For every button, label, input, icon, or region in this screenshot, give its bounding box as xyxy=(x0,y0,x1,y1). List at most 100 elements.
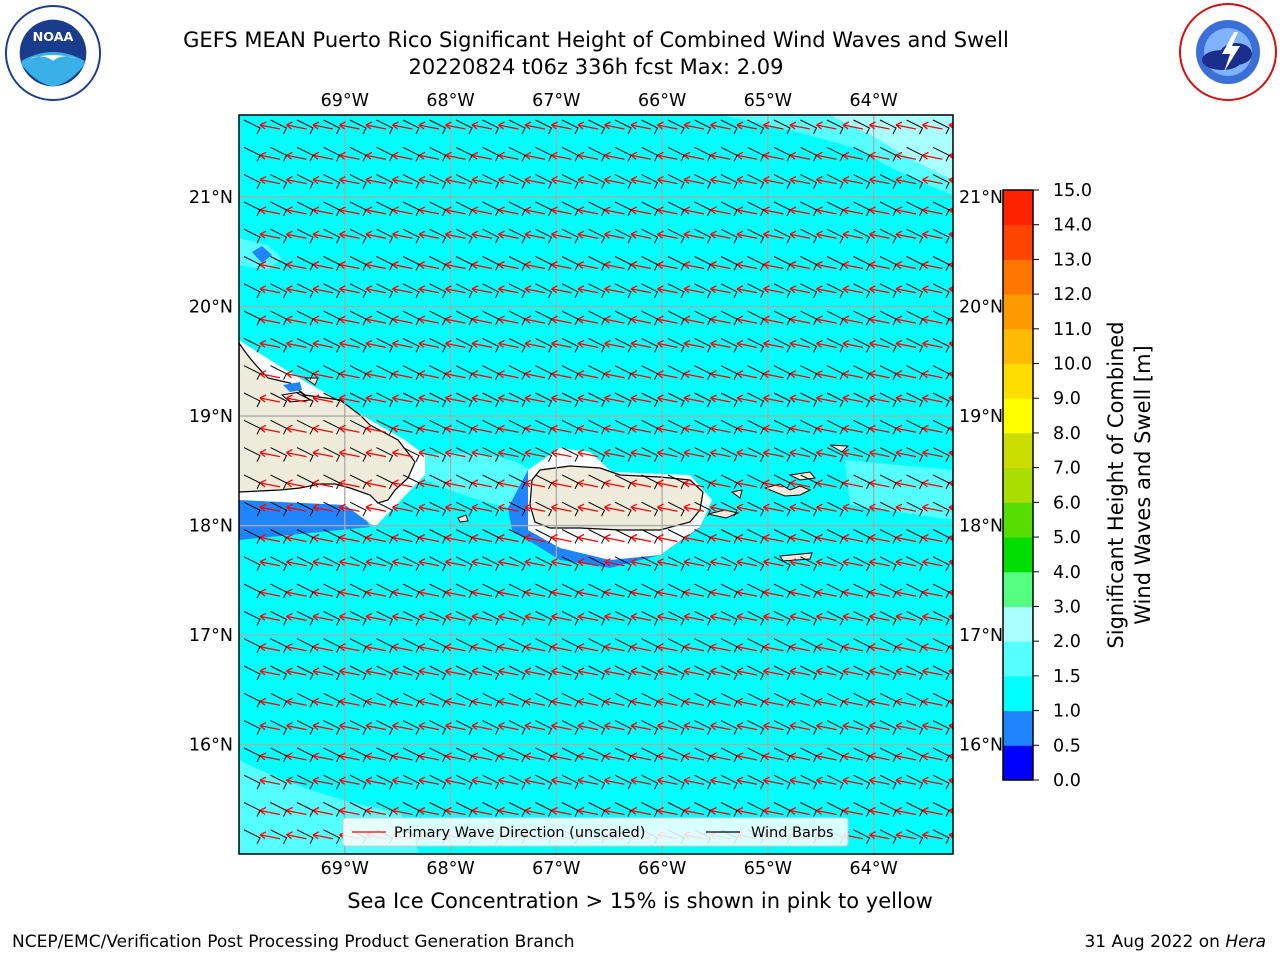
wind-barb xyxy=(667,583,685,599)
wave-arrow xyxy=(683,482,705,488)
wind-barb xyxy=(402,692,420,708)
wave-arrowhead xyxy=(604,643,611,652)
wave-arrowhead xyxy=(683,151,691,160)
wind-barb xyxy=(402,720,420,735)
wind-barb xyxy=(588,720,606,735)
wave-arrow xyxy=(524,506,546,512)
wave-arrowhead xyxy=(445,643,452,652)
wave-arrow xyxy=(259,263,281,270)
wave-arrowhead xyxy=(498,612,505,621)
wind-barb xyxy=(376,529,394,544)
wave-arrow xyxy=(630,670,652,676)
wave-arrow xyxy=(551,536,572,543)
wave-arrow xyxy=(710,427,731,433)
wave-arrow xyxy=(577,506,599,512)
wave-arrowhead xyxy=(577,151,585,160)
wave-arrow xyxy=(551,809,572,816)
wave-arrowhead xyxy=(418,479,426,488)
wave-arrow xyxy=(657,124,678,130)
wave-arrowhead xyxy=(498,339,505,348)
wave-arrow xyxy=(789,318,811,324)
wave-arrow xyxy=(922,373,943,379)
wind-barb xyxy=(614,256,632,271)
wave-arrowhead xyxy=(630,206,638,215)
wind-barb xyxy=(588,747,606,763)
wind-barb xyxy=(243,802,261,817)
wave-arrowhead xyxy=(922,667,929,676)
wave-arrowhead xyxy=(365,121,373,130)
wave-arrow xyxy=(630,178,652,185)
wave-arrowhead xyxy=(312,394,320,403)
wave-arrow xyxy=(577,263,599,270)
wind-barb xyxy=(906,692,924,708)
wave-arrowhead xyxy=(816,285,823,294)
wave-arrowhead xyxy=(365,206,373,215)
colorbar-segment xyxy=(1003,502,1033,538)
wave-arrow xyxy=(445,591,466,597)
wind-barb xyxy=(826,447,844,462)
wave-arrowhead xyxy=(842,643,850,652)
wave-arrow xyxy=(710,779,731,785)
wind-barb xyxy=(561,256,579,271)
wind-barb xyxy=(561,174,579,189)
wind-barb xyxy=(826,692,844,708)
wave-arrowhead xyxy=(577,722,585,731)
wind-barb xyxy=(508,228,526,244)
wave-arrow xyxy=(789,124,811,130)
colorbar-segment xyxy=(1003,328,1033,365)
wave-arrowhead xyxy=(498,206,505,215)
wave-arrow xyxy=(710,670,731,676)
wind-barb xyxy=(349,119,367,135)
wind-barb xyxy=(800,802,818,817)
wave-arrow xyxy=(763,646,784,652)
wave-arrow xyxy=(312,591,334,597)
wind-barb xyxy=(720,720,738,735)
wind-barb xyxy=(879,529,897,544)
wave-arrowhead xyxy=(286,831,293,840)
wave-arrowhead xyxy=(948,261,953,269)
wave-arrow xyxy=(869,646,890,652)
wind-barb xyxy=(270,692,288,708)
wind-barb xyxy=(667,665,685,681)
wind-barb xyxy=(641,119,659,135)
wave-arrow xyxy=(630,591,652,597)
wind-barb xyxy=(879,556,897,572)
wind-barb xyxy=(561,774,579,790)
wave-arrow xyxy=(339,591,360,597)
wave-arrow xyxy=(869,427,890,433)
wind-barb xyxy=(508,283,526,299)
wave-arrowhead xyxy=(948,176,953,184)
wave-arrow xyxy=(498,178,519,185)
wave-arrow xyxy=(895,233,917,239)
wind-barb xyxy=(535,474,553,490)
wind-barb xyxy=(508,610,526,626)
wave-arrow xyxy=(365,809,387,816)
wind-barb xyxy=(429,419,447,435)
colorbar-frame xyxy=(1002,189,1034,781)
wind-barb xyxy=(773,692,791,708)
wave-arrowhead xyxy=(895,479,903,488)
wind-barb xyxy=(906,283,924,299)
wave-arrowhead xyxy=(392,806,399,816)
wave-arrow xyxy=(816,427,837,433)
wave-arrow xyxy=(683,427,705,433)
wind-barb xyxy=(429,146,447,162)
wave-arrowhead xyxy=(763,370,770,379)
wave-arrowhead xyxy=(551,315,558,324)
wind-barb xyxy=(720,610,738,626)
wind-barb xyxy=(270,802,288,817)
wave-arrow xyxy=(577,561,599,567)
wind-barb xyxy=(508,447,526,462)
wind-barb xyxy=(243,583,261,599)
wind-barb xyxy=(853,228,871,244)
wave-arrow xyxy=(922,670,943,676)
wind-barb xyxy=(270,228,288,244)
wave-arrowhead xyxy=(948,753,953,760)
wind-barb xyxy=(270,829,288,845)
wave-arrowhead xyxy=(418,315,426,324)
wind-barb xyxy=(508,665,526,681)
wave-arrowhead xyxy=(683,588,691,597)
wind-barb xyxy=(376,638,394,653)
wave-arrow xyxy=(445,779,466,785)
wave-arrow xyxy=(842,536,864,543)
